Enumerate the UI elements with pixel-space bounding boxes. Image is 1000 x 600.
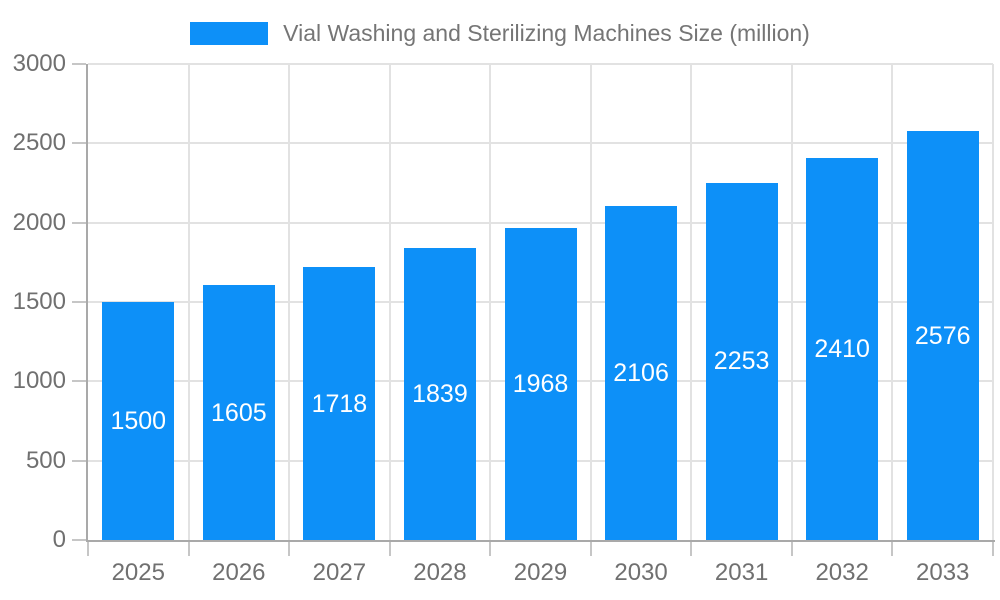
bar-2031[interactable]: [705, 182, 778, 540]
x-tick: [891, 542, 894, 556]
bar-value-label: 1968: [512, 369, 569, 398]
x-axis-label: 2026: [212, 559, 266, 586]
x-tick: [589, 542, 592, 556]
x-axis-label: 2032: [815, 559, 869, 586]
legend-swatch: [190, 21, 269, 45]
x-gridline: [489, 64, 492, 540]
x-axis-label: 2028: [413, 559, 467, 586]
y-axis-label: 2500: [12, 129, 66, 157]
x-axis-label: 2027: [312, 559, 367, 586]
bar-value-label: 2253: [713, 347, 770, 376]
bar-2026[interactable]: [202, 285, 275, 540]
bar-value-label: 1500: [110, 407, 167, 435]
y-axis-line: [86, 64, 88, 542]
y-tick: [72, 539, 86, 541]
bar-value-label: 2410: [814, 334, 870, 363]
y-tick: [72, 380, 86, 383]
y-tick: [72, 142, 86, 145]
x-gridline: [992, 64, 994, 540]
bar-2027[interactable]: [303, 267, 376, 540]
bar-2029[interactable]: [504, 227, 577, 540]
x-tick: [992, 542, 994, 556]
y-tick: [72, 63, 86, 65]
x-gridline: [388, 64, 391, 540]
x-tick: [288, 542, 291, 556]
y-gridline: [88, 142, 993, 145]
x-gridline: [589, 64, 592, 540]
x-gridline: [288, 64, 291, 540]
x-axis-label: 2029: [513, 559, 568, 586]
bar-value-label: 1718: [311, 389, 368, 418]
x-axis-label: 2031: [714, 559, 769, 586]
x-tick: [790, 542, 793, 556]
bar-2025[interactable]: [102, 302, 175, 540]
bar-value-label: 1605: [211, 398, 267, 427]
x-gridline: [690, 64, 693, 540]
x-gridline: [790, 64, 793, 540]
y-gridline: [88, 63, 993, 65]
x-tick: [187, 542, 190, 556]
y-axis-label: 2000: [12, 208, 66, 236]
x-tick: [489, 542, 492, 556]
y-tick: [72, 301, 86, 303]
bar-2032[interactable]: [806, 157, 879, 540]
x-axis-line: [86, 540, 995, 542]
bar-2033[interactable]: [906, 131, 979, 540]
y-tick: [72, 221, 86, 224]
y-gridline: [88, 221, 993, 224]
bar-2030[interactable]: [605, 205, 678, 540]
bar-2028[interactable]: [403, 248, 476, 540]
x-axis-label: 2025: [111, 559, 165, 586]
bar-value-label: 1839: [412, 380, 468, 409]
x-gridline: [187, 64, 190, 540]
x-axis-label: 2030: [614, 559, 668, 586]
x-tick: [388, 542, 391, 556]
bar-value-label: 2576: [914, 321, 971, 350]
y-axis-label: 0: [52, 526, 66, 553]
x-gridline: [891, 64, 894, 540]
legend-label: Vial Washing and Sterilizing Machines Si…: [283, 20, 810, 46]
y-axis-label: 1000: [12, 367, 66, 395]
y-axis-label: 3000: [12, 50, 66, 77]
legend[interactable]: Vial Washing and Sterilizing Machines Si…: [0, 18, 1000, 48]
x-axis-label: 2033: [916, 559, 970, 586]
y-axis-label: 1500: [12, 288, 66, 315]
y-axis-label: 500: [25, 446, 66, 474]
x-tick: [690, 542, 693, 556]
y-tick: [72, 459, 86, 462]
bar-value-label: 2106: [613, 358, 669, 387]
x-tick: [87, 542, 89, 556]
